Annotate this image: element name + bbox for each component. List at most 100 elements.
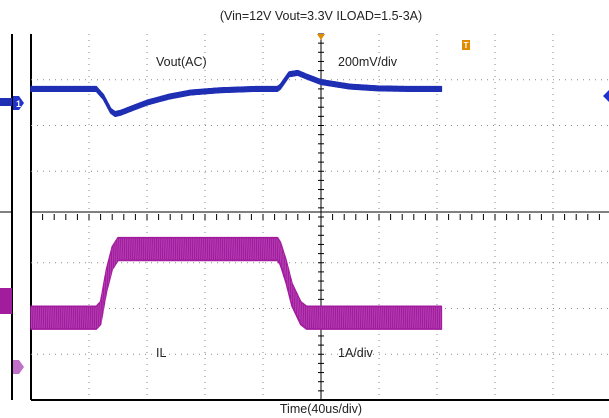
il-ripple-stroke (51, 307, 53, 329)
il-ripple-stroke (370, 307, 372, 329)
il-ripple-stroke (347, 307, 349, 329)
il-ripple-stroke (62, 307, 64, 329)
il-ripple-stroke (290, 280, 292, 302)
il-ripple-stroke (108, 263, 110, 285)
il-ripple-stroke (409, 307, 411, 329)
il-ripple-stroke (243, 238, 245, 260)
il-ripple-stroke (262, 238, 264, 260)
il-ripple-stroke (187, 238, 189, 260)
il-ripple-stroke (179, 238, 181, 260)
il-ripple-stroke (321, 307, 323, 329)
il-ripple-stroke (339, 307, 341, 329)
il-ripple-stroke (341, 307, 343, 329)
il-ripple-stroke (417, 307, 419, 329)
il-ripple-stroke (40, 307, 42, 329)
channel-1-level-marker[interactable]: 1 (13, 96, 24, 110)
il-ripple-stroke (422, 307, 424, 329)
il-ripple-stroke (43, 307, 46, 329)
il-ripple-stroke (236, 238, 238, 260)
il-ripple-stroke (96, 306, 98, 328)
il-ripple-stroke (264, 238, 266, 260)
il-ripple-stroke (70, 307, 72, 329)
il-ripple-stroke (198, 238, 200, 260)
il-ripple-stroke (373, 307, 375, 329)
channel-2-level-marker[interactable] (13, 360, 24, 374)
vout-trace-band (30, 69, 443, 118)
il-ripple-stroke (349, 307, 351, 329)
il-ripple-stroke (251, 238, 253, 260)
il-ripple-stroke (79, 307, 81, 329)
il-ripple-stroke (204, 238, 206, 260)
il-ripple-stroke (420, 307, 423, 329)
il-ripple-stroke (345, 307, 347, 329)
il-ripple-stroke (432, 307, 434, 329)
il-ripple-stroke (436, 307, 438, 329)
il-ripple-stroke (366, 307, 368, 329)
il-ripple-stroke (343, 307, 345, 329)
il-ripple-stroke (174, 238, 176, 260)
il-ripple-stroke (266, 238, 268, 260)
il-ripple-stroke (81, 307, 83, 329)
il-ripple-stroke (185, 238, 187, 260)
il-ripple-stroke (85, 307, 87, 329)
il-ripple-stroke (362, 307, 364, 329)
il-ripple-stroke (151, 238, 153, 260)
il-ripple-stroke (375, 307, 377, 329)
il-ripple-stroke (143, 238, 145, 260)
il-ripple-stroke (419, 307, 421, 329)
il-ripple-stroke (387, 307, 389, 329)
svg-text:1: 1 (16, 99, 21, 109)
il-ripple-stroke (42, 307, 44, 329)
il-ripple-stroke (147, 238, 149, 260)
il-ripple-stroke (245, 238, 247, 260)
il-ripple-stroke (224, 238, 227, 260)
il-ripple-stroke (160, 238, 162, 260)
il-ripple-stroke (292, 286, 294, 308)
il-ripple-stroke (260, 238, 262, 260)
il-ripple-stroke (149, 238, 151, 260)
il-ripple-stroke (241, 238, 243, 260)
il-ripple-stroke (424, 307, 426, 329)
il-ripple-stroke (192, 238, 194, 260)
il-ripple-stroke (200, 238, 202, 260)
il-ripple-stroke (68, 307, 70, 329)
trigger-point-marker[interactable]: T (462, 40, 470, 50)
il-ripple-stroke (326, 307, 328, 329)
il-ripple-stroke (304, 305, 306, 327)
il-ripple-stroke (338, 307, 340, 329)
il-ripple-stroke (405, 307, 407, 329)
il-ripple-stroke (215, 238, 217, 260)
il-ripple-stroke (407, 307, 409, 329)
il-ripple-stroke (315, 307, 317, 329)
il-ripple-stroke (121, 238, 123, 260)
il-ripple-stroke (305, 306, 308, 328)
il-ripple-stroke (106, 270, 108, 292)
il-ripple-stroke (45, 307, 47, 329)
il-ripple-stroke (207, 238, 210, 260)
il-ripple-stroke (273, 238, 276, 260)
il-ripple-stroke (66, 307, 68, 329)
il-ripple-stroke (330, 307, 332, 329)
il-ripple-stroke (217, 238, 219, 260)
il-ripple-stroke (383, 307, 385, 329)
ch1-name-label: Vout(AC) (156, 55, 207, 69)
trigger-position-marker[interactable] (317, 34, 325, 40)
il-ripple-stroke (439, 307, 441, 329)
il-ripple-stroke (232, 238, 234, 260)
ch1-scale-label: 200mV/div (338, 55, 398, 69)
il-ripple-stroke (285, 259, 287, 281)
il-ripple-stroke (226, 238, 228, 260)
il-ripple-stroke (55, 307, 57, 329)
il-ripple-stroke (30, 307, 32, 329)
il-ripple-stroke (234, 238, 236, 260)
il-ripple-stroke (283, 253, 285, 275)
il-ripple-stroke (104, 281, 106, 302)
il-ripple-stroke (157, 238, 159, 260)
il-ripple-stroke (194, 238, 196, 260)
ch2-scale-label: 1A/div (338, 346, 373, 360)
il-ripple-stroke (219, 238, 221, 260)
il-ripple-stroke (177, 238, 179, 260)
il-ripple-stroke (211, 238, 213, 260)
il-ripple-stroke (170, 238, 172, 260)
il-ripple-stroke (206, 238, 208, 260)
